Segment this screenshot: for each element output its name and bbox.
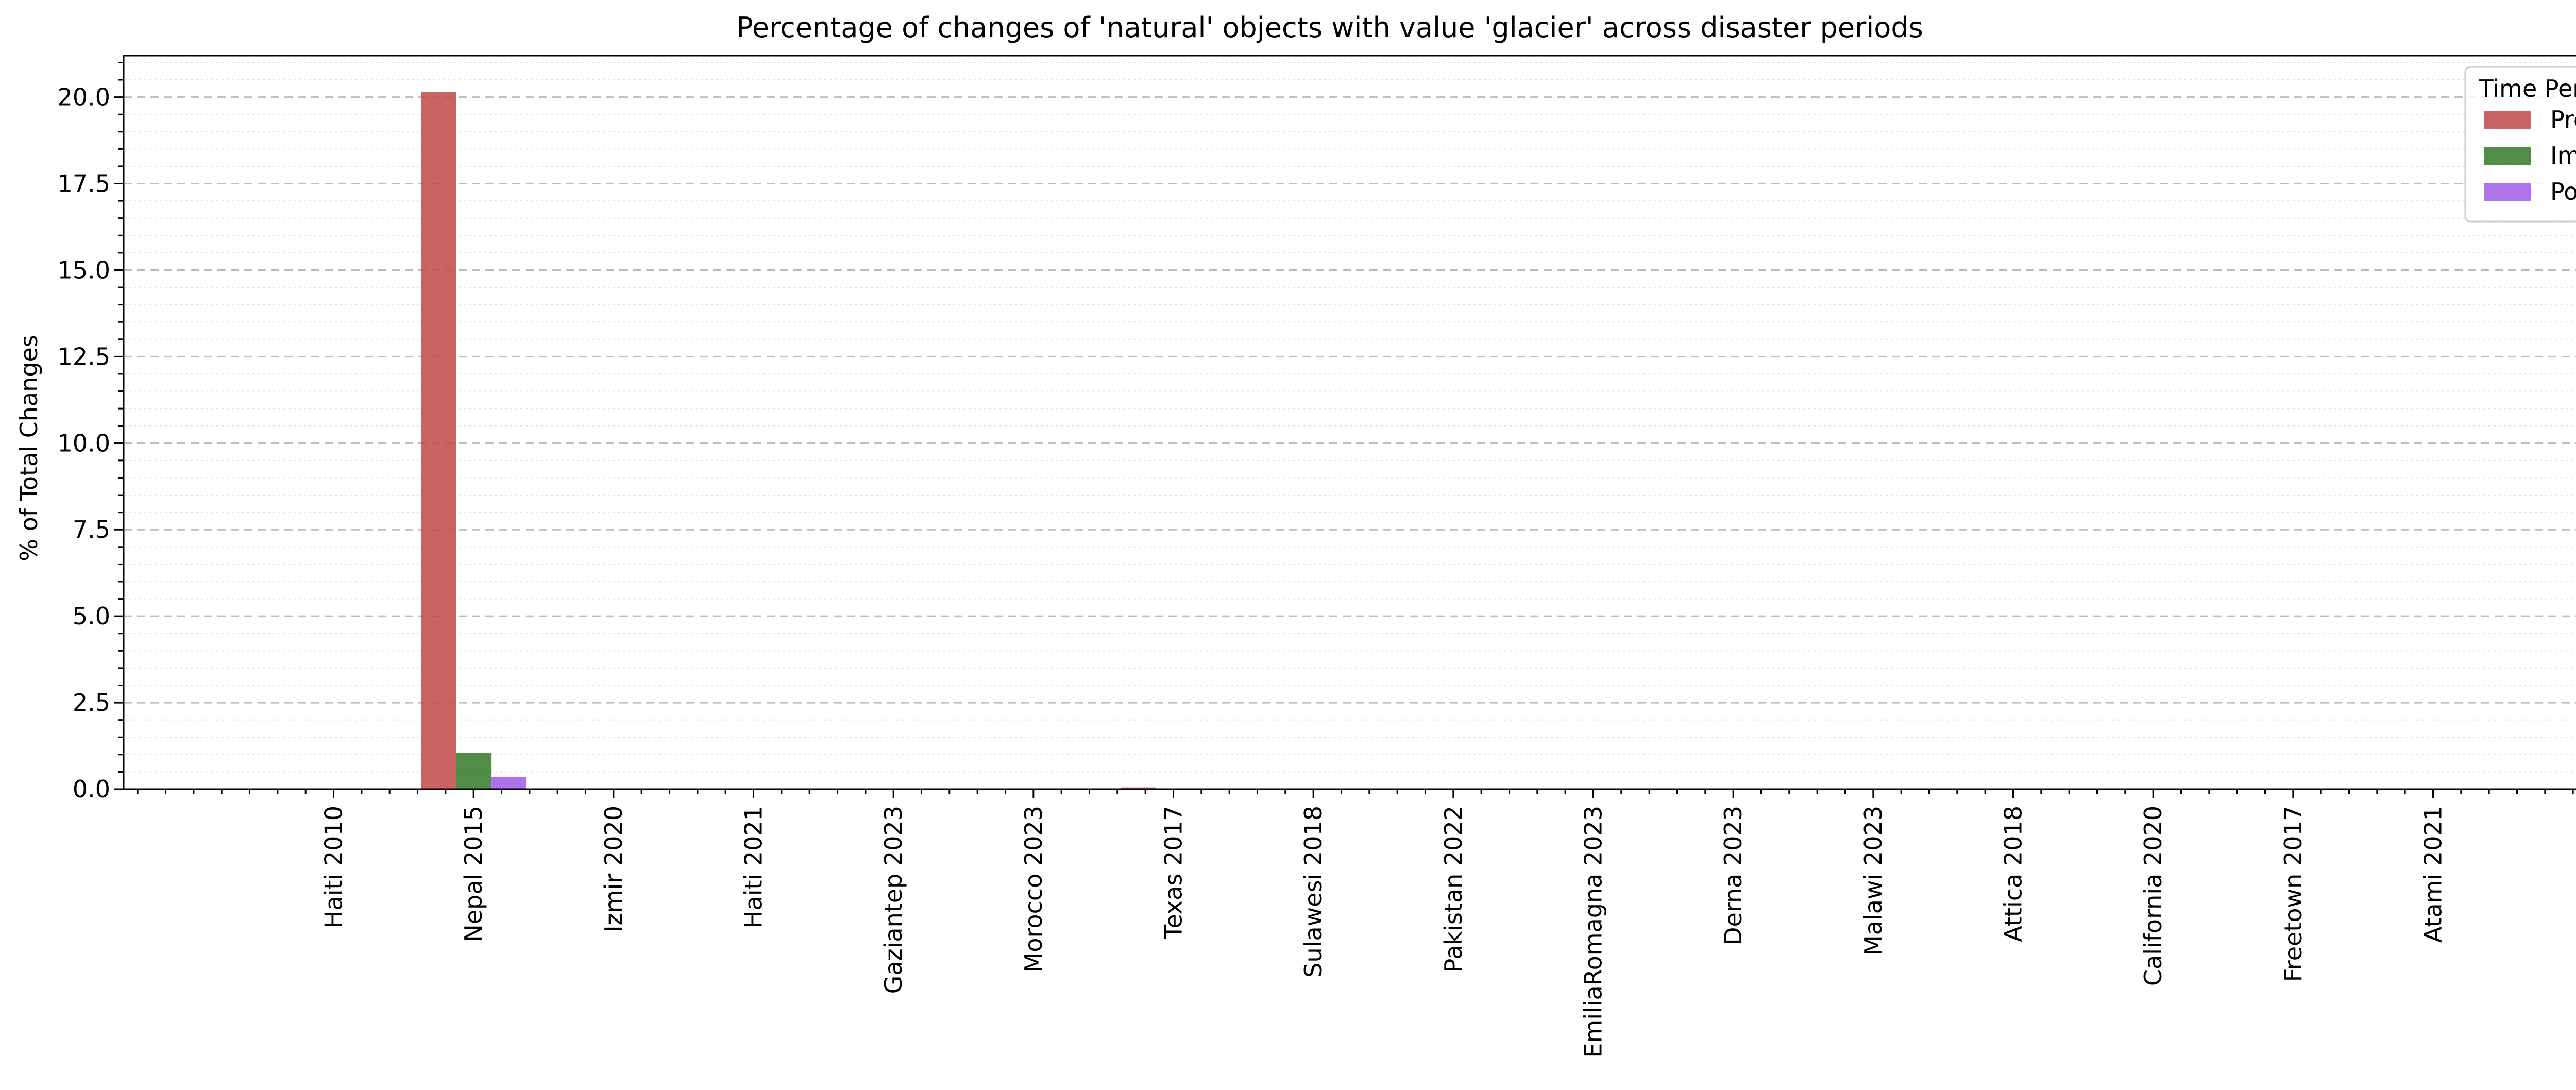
y-axis: 0.0 2.5 5.0 7.5 10.0 12.5 15.0 17.5 20.0 [58, 61, 124, 803]
chart-title: Percentage of changes of 'natural' objec… [736, 11, 1923, 44]
x-tick-label: Attica 2018 [1999, 806, 2027, 942]
bar-imm [456, 753, 492, 789]
legend: Time Period Pre Imm Post [2464, 66, 2576, 223]
x-tick-label: Texas 2017 [1160, 806, 1188, 940]
y-tick-label: 0.0 [73, 775, 110, 803]
legend-title: Time Period [2479, 75, 2576, 103]
x-tick-label: Haiti 2021 [740, 806, 768, 928]
legend-items: Pre Imm Post [2484, 106, 2576, 206]
legend-box [2464, 66, 2576, 223]
x-tick-label: Freetown 2017 [2279, 806, 2307, 982]
x-tick-label: Morocco 2023 [1020, 806, 1047, 973]
bar-pre [1121, 787, 1156, 789]
y-tick-label: 7.5 [73, 516, 110, 543]
x-tick-label: Derna 2023 [1719, 806, 1747, 945]
gridlines [124, 62, 2576, 773]
x-tick-label: Haiti 2010 [320, 806, 348, 928]
x-tick-label: California 2020 [2139, 806, 2167, 986]
x-tick-label: Atami 2021 [2419, 806, 2447, 943]
x-tick-label: Nepal 2015 [460, 806, 487, 942]
y-tick-label: 17.5 [58, 170, 110, 198]
legend-swatch-imm [2484, 147, 2531, 165]
legend-label-pre: Pre [2550, 106, 2576, 133]
y-tick-label: 10.0 [58, 429, 110, 457]
y-tick-label: 15.0 [58, 256, 110, 284]
bar-pre [421, 92, 456, 789]
legend-label-imm: Imm [2550, 142, 2576, 169]
x-axis: Haiti 2010 Nepal 2015 Izmir 2020 Haiti 2021… [137, 789, 2574, 1058]
y-tick-label: 2.5 [73, 689, 110, 717]
legend-swatch-pre [2484, 111, 2531, 129]
bar-post [491, 777, 527, 789]
x-tick-label: Gaziantep 2023 [879, 806, 907, 994]
y-tick-label: 5.0 [73, 602, 110, 630]
plot-frame [123, 55, 2576, 790]
y-tick-label: 20.0 [58, 83, 110, 111]
x-tick-label: Izmir 2020 [600, 806, 628, 932]
legend-swatch-post [2484, 183, 2531, 201]
y-axis-label: % of Total Changes [15, 335, 43, 561]
x-tick-label: Pakistan 2022 [1439, 806, 1467, 973]
y-tick-label: 12.5 [58, 343, 110, 370]
bars [421, 92, 1156, 789]
legend-label-post: Post [2550, 178, 2576, 206]
x-tick-label: EmiliaRomagna 2023 [1580, 806, 1607, 1058]
x-tick-label: Sulawesi 2018 [1299, 806, 1327, 978]
x-tick-label: Malawi 2023 [1859, 806, 1887, 956]
